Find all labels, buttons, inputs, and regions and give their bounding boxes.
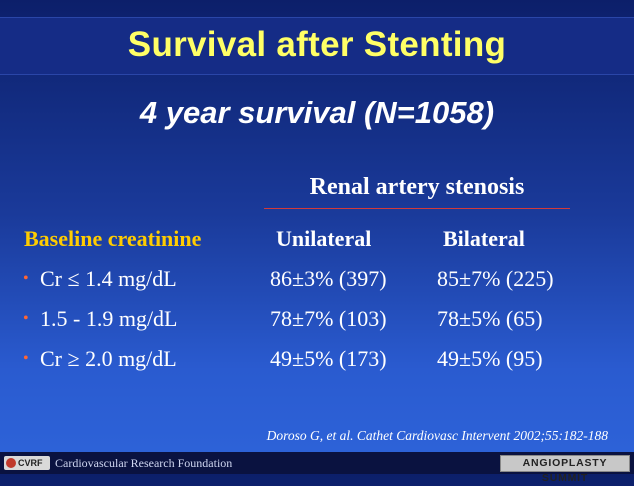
row-label: Cr ≤ 1.4 mg/dL bbox=[40, 266, 177, 291]
logo-text: CVRF bbox=[18, 458, 43, 468]
group-header: Renal artery stenosis bbox=[309, 174, 525, 200]
title-band bbox=[0, 17, 634, 75]
cell-bilateral: 85±7% (225) bbox=[437, 266, 554, 291]
footer-bar: CVRF Cardiovascular Research Foundation … bbox=[0, 452, 634, 484]
group-divider bbox=[264, 208, 570, 209]
table-row: • Cr ≤ 1.4 mg/dL 86±3% (397) 85±7% (225) bbox=[0, 266, 634, 296]
row-header: Baseline creatinine bbox=[24, 226, 202, 251]
cell-unilateral: 86±3% (397) bbox=[270, 266, 387, 291]
bullet-icon: • bbox=[23, 270, 29, 287]
table-row: • 1.5 - 1.9 mg/dL 78±7% (103) 78±5% (65) bbox=[0, 306, 634, 336]
organization-name: Cardiovascular Research Foundation bbox=[55, 456, 233, 470]
slide-title: Survival after Stenting bbox=[127, 25, 507, 64]
slide-subtitle: 4 year survival (N=1058) bbox=[139, 95, 495, 130]
cell-bilateral: 49±5% (95) bbox=[437, 346, 543, 371]
row-label: Cr ≥ 2.0 mg/dL bbox=[40, 346, 177, 371]
column-header-unilateral: Unilateral bbox=[276, 226, 372, 251]
bullet-icon: • bbox=[23, 350, 29, 367]
cell-unilateral: 49±5% (173) bbox=[270, 346, 387, 371]
bullet-icon: • bbox=[23, 310, 29, 327]
column-header-bilateral: Bilateral bbox=[443, 226, 525, 251]
table-row: • Cr ≥ 2.0 mg/dL 49±5% (173) 49±5% (95) bbox=[0, 346, 634, 376]
citation: Doroso G, et al. Cathet Cardiovasc Inter… bbox=[266, 428, 608, 443]
cell-unilateral: 78±7% (103) bbox=[270, 306, 387, 331]
row-label: 1.5 - 1.9 mg/dL bbox=[40, 306, 178, 331]
cvrf-logo: CVRF bbox=[4, 456, 50, 470]
event-badge: ANGIOPLASTY SUMMIT bbox=[500, 455, 630, 484]
cell-bilateral: 78±5% (65) bbox=[437, 306, 543, 331]
logo-mark-icon bbox=[6, 458, 16, 468]
